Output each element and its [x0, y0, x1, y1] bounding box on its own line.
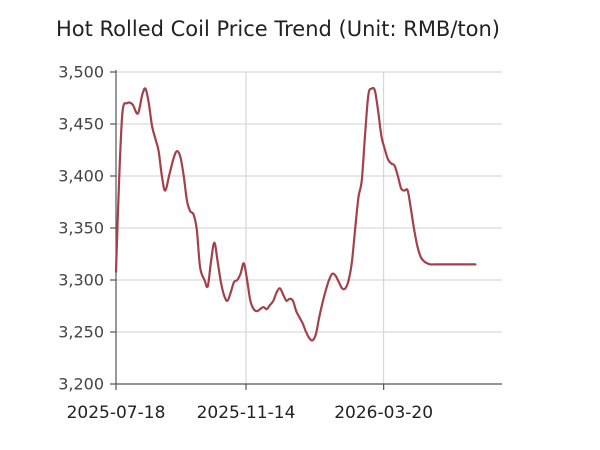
x-tick-label: 2025-11-14 [197, 403, 296, 423]
x-tick-label: 2025-07-18 [67, 403, 166, 423]
grid [116, 71, 502, 384]
y-tick-label: 3,450 [58, 115, 104, 134]
y-tick-label: 3,500 [58, 63, 104, 82]
y-tick-label: 3,400 [58, 167, 104, 186]
axes [110, 70, 502, 390]
tick-labels: 3,200 3,250 3,300 3,350 3,400 3,450 3,500 2025-… [58, 63, 433, 424]
series-layer [114, 86, 477, 342]
y-tick-label: 3,200 [58, 375, 104, 394]
y-tick-label: 3,300 [58, 271, 104, 290]
chart-title: Hot Rolled Coil Price Trend (Unit: RMB/t… [56, 17, 500, 41]
y-tick-label: 3,250 [58, 323, 104, 342]
price-series-line [114, 86, 477, 342]
y-tick-label: 3,350 [58, 219, 104, 238]
x-tick-label: 2026-03-20 [334, 403, 433, 423]
